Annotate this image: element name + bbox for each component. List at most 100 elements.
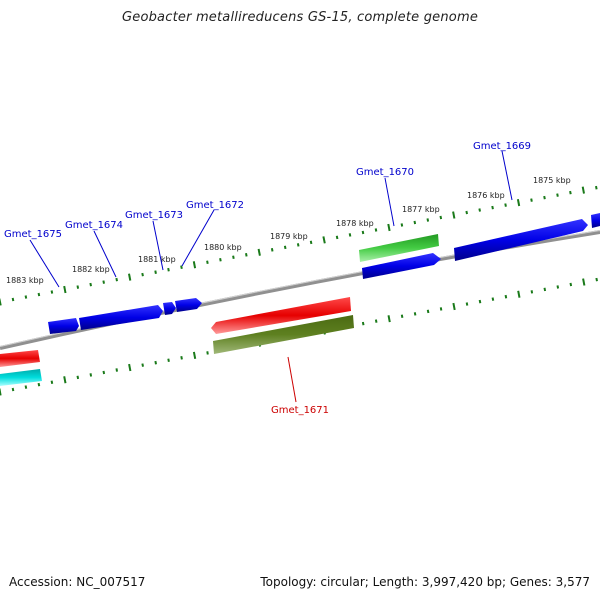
gene-gmet-1671-arrow[interactable] — [211, 297, 351, 334]
gene-left-cyan-bar[interactable] — [0, 369, 42, 386]
kbp-label-1876: 1876 kbp — [467, 191, 505, 200]
outer-minor-tick — [219, 258, 222, 262]
kbp-label-1882: 1882 kbp — [72, 265, 110, 274]
inner-minor-tick — [426, 309, 430, 314]
outer-minor-tick — [439, 215, 443, 220]
leader-line-gmet-1669 — [501, 150, 513, 201]
outer-minor-tick — [595, 185, 598, 190]
inner-minor-tick — [569, 282, 573, 287]
inner-minor-tick — [154, 360, 157, 365]
gene-gmet-1670-arrow[interactable] — [362, 253, 441, 279]
inner-minor-tick — [465, 302, 469, 306]
gene-label-gmet-1669[interactable]: Gmet_1669 — [473, 141, 531, 152]
outer-minor-tick — [491, 205, 494, 210]
inner-minor-tick — [556, 285, 560, 289]
gene-label-gmet-1674[interactable]: Gmet_1674 — [65, 220, 123, 231]
outer-minor-tick — [556, 193, 559, 197]
inner-major-tick — [192, 351, 197, 359]
inner-minor-tick — [543, 287, 547, 292]
gene-gmet-1671-olive-bar[interactable] — [213, 315, 354, 354]
inner-minor-tick — [89, 373, 93, 377]
inner-minor-tick — [478, 299, 482, 304]
inner-major-tick — [452, 302, 456, 311]
kbp-label-1881: 1881 kbp — [138, 255, 176, 264]
outer-minor-tick — [270, 248, 274, 252]
outer-major-tick — [63, 285, 67, 294]
outer-minor-tick — [37, 292, 41, 297]
inner-minor-tick — [361, 321, 365, 326]
inner-minor-tick — [206, 351, 209, 355]
kbp-label-1883: 1883 kbp — [6, 276, 44, 285]
outer-minor-tick — [180, 265, 183, 269]
inner-major-tick — [582, 278, 586, 286]
inner-minor-tick — [24, 385, 28, 389]
inner-minor-tick — [115, 368, 118, 372]
outer-minor-tick — [50, 290, 54, 294]
outer-major-tick — [192, 261, 197, 269]
gene-label-gmet-1671[interactable]: Gmet_1671 — [271, 405, 329, 416]
outer-minor-tick — [530, 198, 533, 202]
inner-minor-tick — [141, 363, 144, 367]
inner-minor-tick — [167, 358, 170, 362]
outer-major-tick — [257, 248, 261, 256]
outer-major-tick — [128, 273, 132, 281]
outer-minor-tick — [426, 218, 430, 222]
inner-minor-tick — [400, 314, 404, 318]
reverse-strand-genes — [0, 297, 354, 386]
outer-tick-track — [0, 185, 598, 306]
kbp-label-1878: 1878 kbp — [336, 219, 374, 228]
outer-minor-tick — [115, 277, 118, 282]
outer-major-tick — [387, 223, 391, 232]
outer-minor-tick — [413, 220, 417, 225]
inner-minor-tick — [491, 297, 495, 301]
inner-major-tick — [517, 290, 521, 298]
kbp-label-1877: 1877 kbp — [402, 205, 440, 214]
gene-label-gmet-1670[interactable]: Gmet_1670 — [356, 167, 414, 178]
gene-gmet-1675-arrow[interactable] — [48, 318, 79, 334]
outer-minor-tick — [89, 282, 92, 287]
rna-gene-green-bar[interactable] — [359, 234, 439, 262]
inner-minor-tick — [504, 294, 508, 299]
gene-left-red-bar[interactable] — [0, 350, 40, 367]
leader-line-gmet-1672 — [181, 209, 215, 267]
inner-minor-tick — [102, 370, 106, 375]
kbp-label-1880: 1880 kbp — [204, 243, 242, 252]
outer-minor-tick — [569, 190, 572, 195]
outer-minor-tick — [543, 195, 546, 200]
outer-minor-tick — [76, 285, 80, 289]
leader-line-gmet-1675 — [29, 239, 60, 288]
outer-minor-tick — [11, 297, 15, 302]
genome-stats-text: Topology: circular; Length: 3,997,420 bp… — [260, 575, 590, 589]
gene-next-arrow[interactable] — [591, 213, 600, 228]
inner-minor-tick — [374, 319, 378, 323]
gene-gmet-1673-arrow[interactable] — [163, 302, 176, 315]
outer-major-tick — [452, 211, 456, 219]
inner-major-tick — [128, 363, 132, 372]
inner-major-tick — [63, 376, 67, 384]
gene-label-gmet-1673[interactable]: Gmet_1673 — [125, 210, 183, 221]
inner-minor-tick — [11, 387, 15, 392]
gene-label-gmet-1672[interactable]: Gmet_1672 — [186, 200, 244, 211]
outer-major-tick — [581, 186, 585, 194]
leader-line-gmet-1674 — [93, 230, 117, 278]
gene-gmet-1672-arrow[interactable] — [175, 298, 202, 312]
outer-minor-tick — [102, 280, 105, 284]
outer-minor-tick — [24, 295, 28, 299]
outer-minor-tick — [296, 243, 300, 247]
outer-minor-tick — [309, 240, 313, 245]
gene-labels: Gmet_1669 Gmet_1670 Gmet_1672 Gmet_1673 … — [4, 141, 531, 416]
map-title: Geobacter metallireducens GS-15, complet… — [121, 10, 479, 25]
outer-minor-tick — [167, 267, 170, 272]
kbp-labels: 1875 kbp 1876 kbp 1877 kbp 1878 kbp 1879… — [6, 176, 571, 285]
accession-text: Accession: NC_007517 — [9, 575, 146, 589]
leader-line-gmet-1673 — [152, 220, 164, 271]
leader-line-gmet-1670 — [384, 177, 395, 227]
inner-minor-tick — [76, 375, 80, 380]
outer-major-tick — [322, 236, 326, 244]
outer-minor-tick — [348, 233, 352, 237]
inner-minor-tick — [530, 290, 534, 294]
gene-gmet-1669-arrow[interactable] — [454, 219, 588, 261]
gene-label-gmet-1675[interactable]: Gmet_1675 — [4, 229, 62, 240]
gene-gmet-1674-arrow[interactable] — [79, 305, 163, 330]
outer-major-tick — [516, 199, 521, 207]
